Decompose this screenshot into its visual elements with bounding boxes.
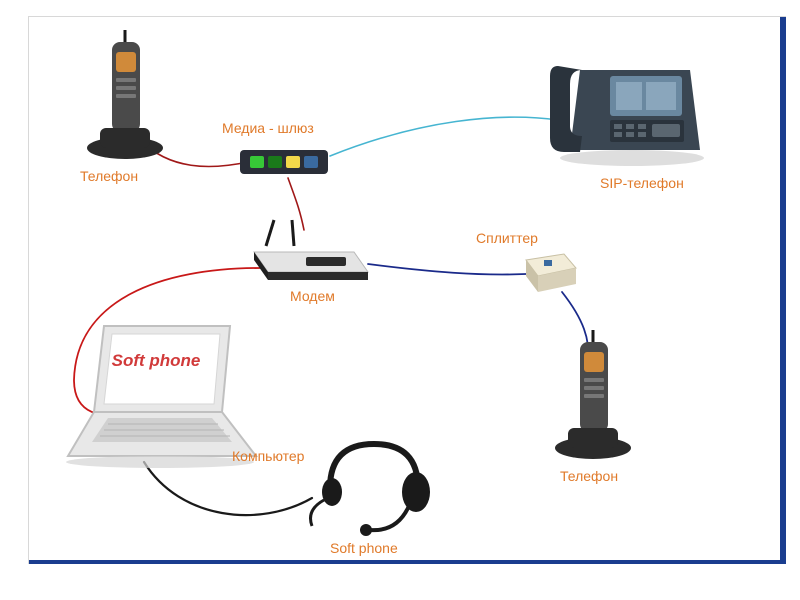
cordless-phone-icon bbox=[538, 330, 648, 460]
splitter-label: Сплиттер bbox=[476, 230, 538, 246]
media-gateway bbox=[236, 140, 332, 180]
phone-top-label: Телефон bbox=[80, 168, 138, 184]
laptop: Soft phone bbox=[60, 320, 260, 470]
media-gateway-icon bbox=[236, 140, 332, 180]
cordless-phone-bottom bbox=[538, 330, 648, 460]
cordless-phone-top bbox=[70, 30, 180, 160]
headset-icon bbox=[300, 430, 440, 540]
frame-bottom-border bbox=[28, 560, 786, 564]
headset-label: Soft phone bbox=[330, 540, 398, 556]
cordless-phone-icon bbox=[70, 30, 180, 160]
media-gateway-label: Медиа - шлюз bbox=[222, 120, 314, 136]
modem-icon bbox=[244, 218, 374, 288]
laptop-icon: Soft phone bbox=[60, 320, 260, 470]
frame-right-border bbox=[780, 16, 786, 564]
laptop-label: Компьютер bbox=[232, 448, 304, 464]
modem-label: Модем bbox=[290, 288, 335, 304]
headset bbox=[300, 430, 440, 540]
splitter-icon bbox=[520, 250, 580, 294]
frame-top-border bbox=[28, 16, 786, 17]
wire-modem-splitter bbox=[368, 264, 526, 275]
modem bbox=[244, 218, 374, 288]
sip-phone bbox=[540, 40, 710, 170]
laptop-screen-text: Soft phone bbox=[112, 351, 201, 370]
splitter bbox=[520, 250, 580, 294]
diagram-canvas: Телефон Медиа - шлюз SIP-телефо bbox=[0, 0, 800, 600]
sip-phone-label: SIP-телефон bbox=[600, 175, 684, 191]
frame-left-border bbox=[28, 16, 29, 564]
sip-phone-icon bbox=[540, 40, 710, 170]
wire-media_gateway-sip_phone bbox=[330, 117, 558, 156]
phone-bottom-label: Телефон bbox=[560, 468, 618, 484]
